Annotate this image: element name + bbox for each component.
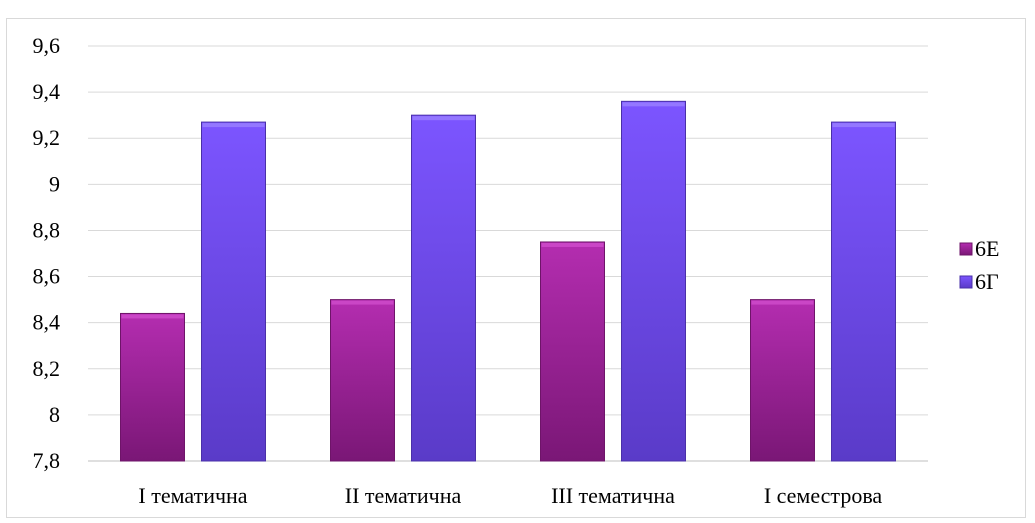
x-category-label: І семестрова [764,483,883,508]
bar-6Е-2 [540,241,605,462]
y-tick-label: 9,4 [33,79,61,104]
bar [411,114,476,462]
legend-swatch [959,275,973,289]
y-tick-label: 8,2 [33,356,61,381]
bar-6Г-0 [201,121,266,462]
bar [540,241,605,462]
y-tick-label: 7,8 [33,448,61,473]
bar-bevel [751,300,814,305]
legend-label: 6Г [975,269,999,294]
bar [201,121,266,462]
y-tick-label: 9 [49,171,60,196]
bar-bevel [331,300,394,305]
bar-bevel [121,314,184,319]
bar [330,299,395,462]
bar-bevel [832,123,895,128]
y-axis-ticks: 7,8 8 8,2 8,4 8,6 8,8 9 9,2 9,4 9,6 [33,33,61,473]
bar-6Е-0 [120,312,185,462]
bar-6Г-2 [621,100,686,462]
bar-bevel [412,116,475,121]
bar-bevel [541,242,604,247]
bar [831,121,896,462]
x-axis-categories: І тематична ІІ тематична ІІІ тематична І се… [138,483,882,508]
bars [120,100,896,462]
bar [621,100,686,462]
bar-6Г-3 [831,121,896,462]
legend-item-0: 6Е [959,236,999,261]
y-tick-label: 8,6 [33,264,61,289]
bar-6Г-1 [411,114,476,462]
x-category-label: ІІІ тематична [551,483,675,508]
x-category-label: І тематична [138,483,247,508]
bar [120,312,185,462]
x-category-label: ІІ тематична [345,483,462,508]
y-tick-label: 8 [49,402,60,427]
legend-label: 6Е [975,236,999,261]
bar [750,299,815,462]
bar-bevel [202,123,265,128]
bar-6Е-3 [750,299,815,462]
y-tick-label: 9,6 [33,33,61,58]
legend-swatch [959,242,973,256]
y-tick-label: 8,8 [33,217,61,242]
bar-6Е-1 [330,299,395,462]
legend-item-1: 6Г [959,269,999,294]
bar-bevel [622,102,685,107]
y-tick-label: 9,2 [33,125,61,150]
y-tick-label: 8,4 [33,310,61,335]
